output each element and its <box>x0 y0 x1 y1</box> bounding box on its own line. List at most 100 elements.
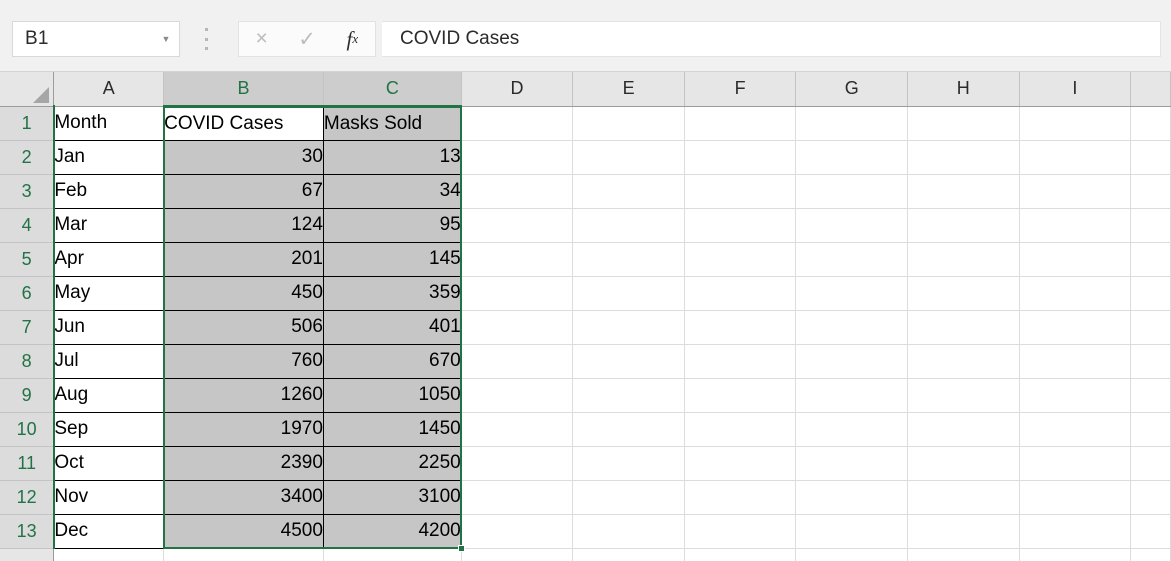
cell-i3[interactable] <box>1019 174 1132 209</box>
cancel-entry-icon[interactable]: × <box>255 27 268 50</box>
column-header-h[interactable]: H <box>907 72 1020 107</box>
fill-handle[interactable] <box>458 545 466 552</box>
cell-h14[interactable] <box>907 548 1020 561</box>
row-header-12[interactable]: 12 <box>0 480 55 515</box>
cell-i14[interactable] <box>1019 548 1132 561</box>
column-header-b[interactable]: B <box>163 72 324 108</box>
cell-f6[interactable] <box>684 276 797 311</box>
cell-g14[interactable] <box>795 548 908 561</box>
cell-a2[interactable]: Jan <box>53 139 165 175</box>
row-header-14[interactable] <box>0 548 55 561</box>
cell-g4[interactable] <box>795 208 908 243</box>
cell-b9[interactable]: 1260 <box>163 377 324 413</box>
column-header-i[interactable]: I <box>1019 72 1132 107</box>
cell-j2[interactable] <box>1130 140 1171 175</box>
cell-a11[interactable]: Oct <box>53 445 165 481</box>
cell-c14[interactable] <box>323 548 462 561</box>
cell-b11[interactable]: 2390 <box>163 445 324 481</box>
chevron-down-icon[interactable]: ▼ <box>161 33 171 44</box>
cell-d12[interactable] <box>461 480 574 515</box>
cell-a14[interactable] <box>53 548 165 561</box>
cell-b12[interactable]: 3400 <box>163 479 324 515</box>
cell-j5[interactable] <box>1130 242 1171 277</box>
cell-a7[interactable]: Jun <box>53 309 165 345</box>
cell-e12[interactable] <box>572 480 685 515</box>
column-header-a[interactable]: A <box>53 72 165 107</box>
cell-g13[interactable] <box>795 514 908 549</box>
spreadsheet-grid[interactable]: A B C D E F G H I 1 Month COVID Cases Ma… <box>0 72 1171 561</box>
cell-e1[interactable] <box>572 106 685 141</box>
cell-g9[interactable] <box>795 378 908 413</box>
cell-e2[interactable] <box>572 140 685 175</box>
cell-f11[interactable] <box>684 446 797 481</box>
cell-b3[interactable]: 67 <box>163 173 324 209</box>
cell-h13[interactable] <box>907 514 1020 549</box>
cell-f3[interactable] <box>684 174 797 209</box>
cell-d5[interactable] <box>461 242 574 277</box>
row-header-5[interactable]: 5 <box>0 242 55 277</box>
cell-g1[interactable] <box>795 106 908 141</box>
cell-a5[interactable]: Apr <box>53 241 165 277</box>
cell-j1[interactable] <box>1130 106 1171 141</box>
cell-d7[interactable] <box>461 310 574 345</box>
column-header-j[interactable] <box>1130 72 1171 107</box>
cell-e5[interactable] <box>572 242 685 277</box>
cell-h5[interactable] <box>907 242 1020 277</box>
cell-g7[interactable] <box>795 310 908 345</box>
cell-g6[interactable] <box>795 276 908 311</box>
row-header-8[interactable]: 8 <box>0 344 55 379</box>
cell-h6[interactable] <box>907 276 1020 311</box>
row-header-10[interactable]: 10 <box>0 412 55 447</box>
cell-a1[interactable]: Month <box>53 105 165 141</box>
cell-i7[interactable] <box>1019 310 1132 345</box>
column-header-g[interactable]: G <box>795 72 908 107</box>
cell-f5[interactable] <box>684 242 797 277</box>
cell-i11[interactable] <box>1019 446 1132 481</box>
cell-e6[interactable] <box>572 276 685 311</box>
cell-h7[interactable] <box>907 310 1020 345</box>
cell-i10[interactable] <box>1019 412 1132 447</box>
cell-c6[interactable]: 359 <box>323 275 462 311</box>
cell-i2[interactable] <box>1019 140 1132 175</box>
cell-f13[interactable] <box>684 514 797 549</box>
row-header-4[interactable]: 4 <box>0 208 55 243</box>
cell-d1[interactable] <box>461 106 574 141</box>
cell-f12[interactable] <box>684 480 797 515</box>
cell-d11[interactable] <box>461 446 574 481</box>
cell-b5[interactable]: 201 <box>163 241 324 277</box>
cell-e4[interactable] <box>572 208 685 243</box>
cell-e7[interactable] <box>572 310 685 345</box>
cell-h1[interactable] <box>907 106 1020 141</box>
row-header-1[interactable]: 1 <box>0 106 55 141</box>
cell-f14[interactable] <box>684 548 797 561</box>
cell-g8[interactable] <box>795 344 908 379</box>
cell-g12[interactable] <box>795 480 908 515</box>
cell-j3[interactable] <box>1130 174 1171 209</box>
cell-h8[interactable] <box>907 344 1020 379</box>
cell-d4[interactable] <box>461 208 574 243</box>
name-box[interactable]: B1 ▼ <box>12 21 180 57</box>
cell-f9[interactable] <box>684 378 797 413</box>
cell-b14[interactable] <box>163 548 324 561</box>
cell-j13[interactable] <box>1130 514 1171 549</box>
cell-d10[interactable] <box>461 412 574 447</box>
cell-a4[interactable]: Mar <box>53 207 165 243</box>
cell-i9[interactable] <box>1019 378 1132 413</box>
column-header-f[interactable]: F <box>684 72 797 107</box>
cell-i4[interactable] <box>1019 208 1132 243</box>
cell-i13[interactable] <box>1019 514 1132 549</box>
cell-c3[interactable]: 34 <box>323 173 462 209</box>
cell-f4[interactable] <box>684 208 797 243</box>
cell-f2[interactable] <box>684 140 797 175</box>
column-header-c[interactable]: C <box>323 72 462 108</box>
cell-f7[interactable] <box>684 310 797 345</box>
cell-d6[interactable] <box>461 276 574 311</box>
cell-h2[interactable] <box>907 140 1020 175</box>
cell-d2[interactable] <box>461 140 574 175</box>
cell-c7[interactable]: 401 <box>323 309 462 345</box>
cell-e9[interactable] <box>572 378 685 413</box>
cell-e14[interactable] <box>572 548 685 561</box>
row-header-3[interactable]: 3 <box>0 174 55 209</box>
cell-b1[interactable]: COVID Cases <box>163 105 324 141</box>
